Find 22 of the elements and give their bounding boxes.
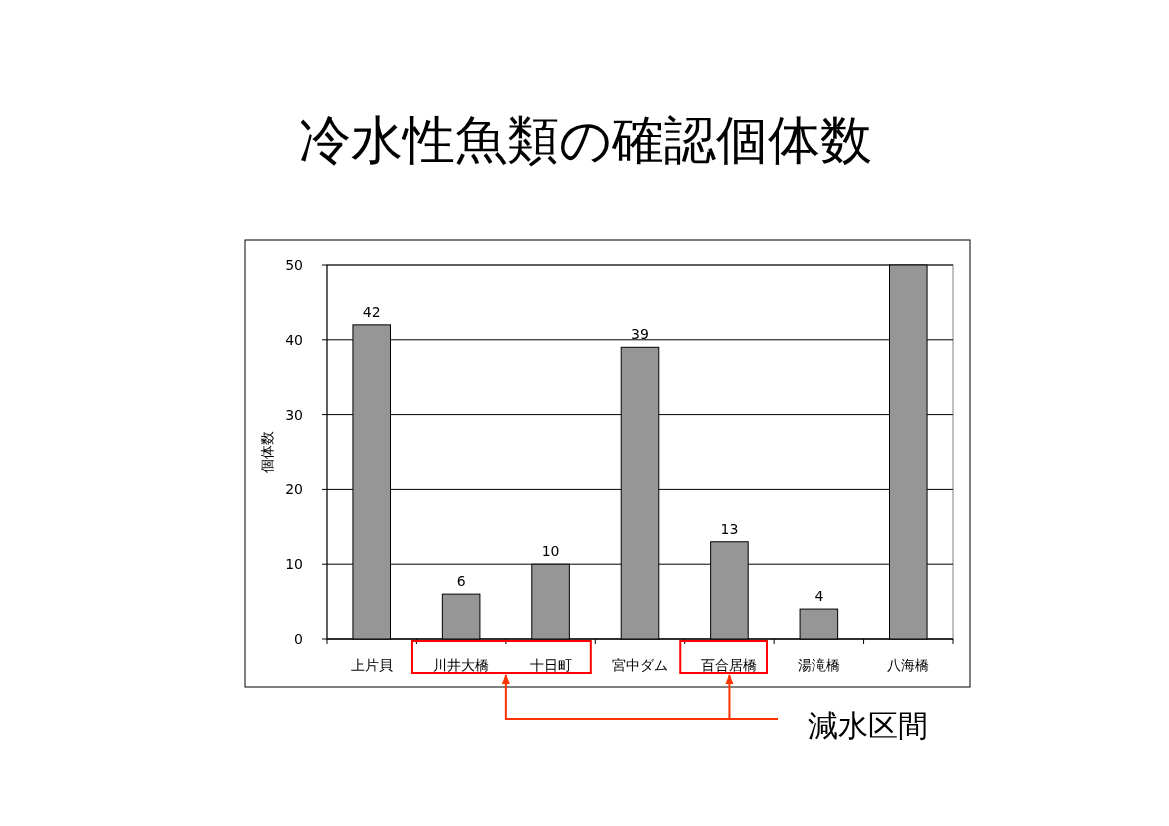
- data-label: 42: [362, 303, 381, 320]
- y-tick-label: 30: [285, 406, 303, 423]
- data-label: 39: [631, 326, 649, 343]
- data-label: 13: [720, 520, 739, 537]
- y-tick-label: 0: [294, 631, 303, 647]
- y-tick-label: 10: [285, 556, 303, 573]
- chart-title: 冷水性魚類の確認個体数: [298, 110, 872, 170]
- data-label: 10: [541, 543, 560, 560]
- y-tick-label: 50: [285, 257, 303, 273]
- x-tick-label: 百合居橋: [701, 657, 758, 673]
- x-tick-label: 上片貝: [350, 657, 393, 673]
- x-tick-label: 川井大橋: [433, 657, 490, 673]
- text: 減水区間: [808, 708, 928, 743]
- y-tick-label: 40: [285, 331, 303, 348]
- data-label: 6: [456, 573, 466, 590]
- x-tick-label: 湯滝橋: [797, 657, 840, 673]
- y-axis-title: 個体数: [259, 431, 275, 473]
- x-tick-label: 八海橋: [887, 657, 930, 673]
- data-label: 4: [814, 588, 824, 605]
- x-tick-label: 宮中ダム: [612, 657, 668, 673]
- y-tick-label: 20: [285, 481, 303, 498]
- x-tick-label: 十日町: [529, 657, 572, 673]
